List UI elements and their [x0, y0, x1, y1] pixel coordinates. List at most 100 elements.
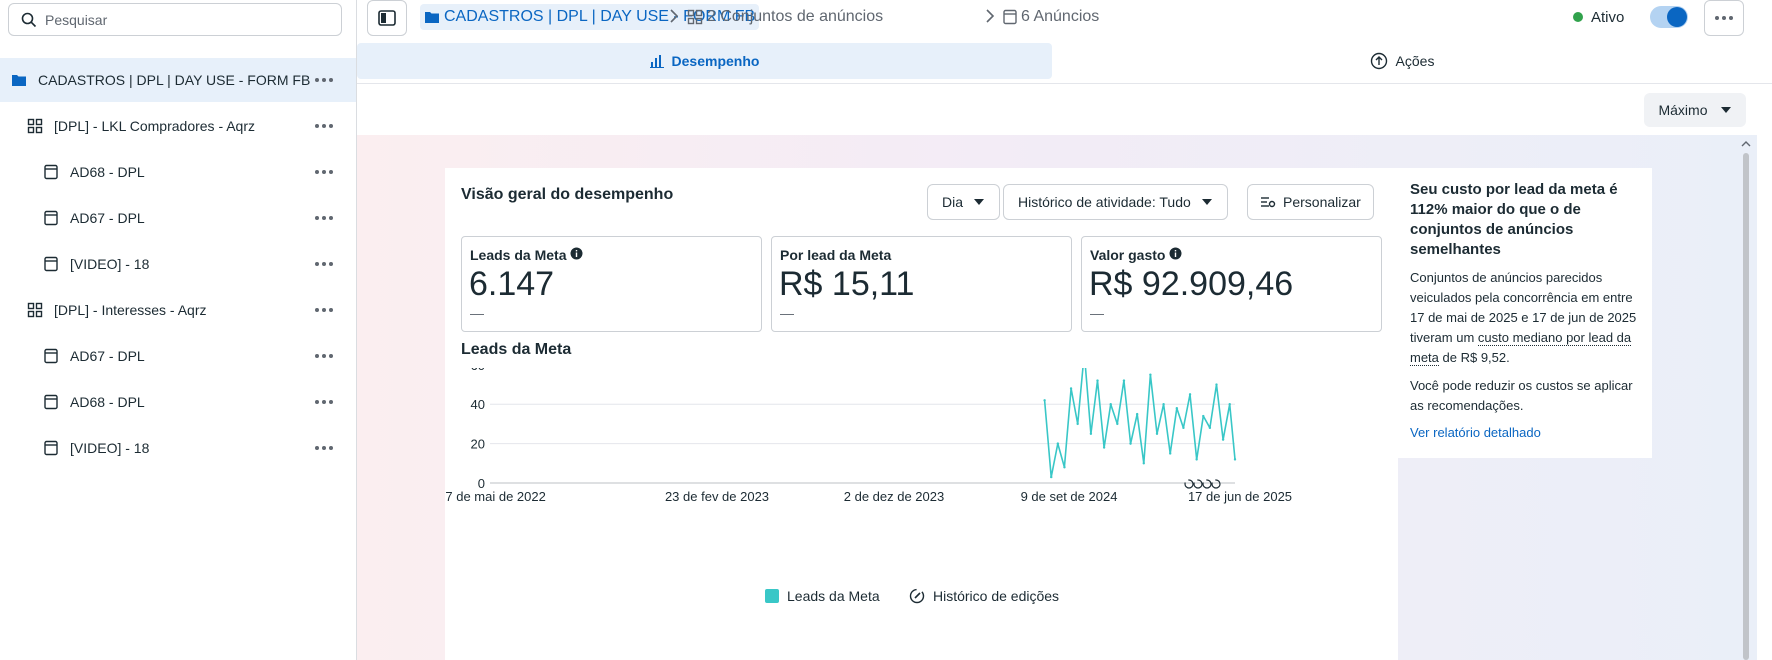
breadcrumb-ads[interactable]: 6 Anúncios	[1003, 4, 1099, 30]
median-cost-term[interactable]: custo mediano por lead da meta	[1410, 330, 1632, 366]
edit-history-icon	[909, 588, 925, 604]
tree-item-campaign[interactable]: CADASTROS | DPL | DAY USE - FORM FB	[0, 58, 356, 102]
search-box[interactable]	[8, 3, 342, 36]
metric-card-leads[interactable]: Leads da Meta 6.147 —	[461, 236, 762, 332]
data-point	[1221, 438, 1225, 441]
breadcrumb-ads-label: 6 Anúncios	[1021, 8, 1100, 25]
data-point	[1109, 403, 1112, 406]
tree-item-ad[interactable]: AD68 - DPL	[0, 150, 356, 194]
more-options-icon[interactable]	[312, 209, 336, 227]
data-point	[1076, 422, 1079, 426]
metric-label: Valor gasto	[1090, 247, 1166, 263]
y-tick-label: 60	[471, 368, 485, 373]
scrollbar[interactable]	[1739, 137, 1753, 660]
metric-value: R$ 15,11	[779, 265, 915, 303]
date-range-label: Máximo	[1658, 102, 1708, 118]
insight-body-text: Conjuntos de anúncios parecidos veiculad…	[1410, 270, 1637, 345]
leads-chart[interactable]: 0 20 40 60 17 de mai de 2022 23 de fev de 202…	[445, 368, 1398, 568]
data-point	[1135, 412, 1139, 416]
metric-value: 6.147	[469, 265, 555, 303]
data-point	[1089, 432, 1093, 435]
breadcrumb-adsets[interactable]: 2 Conjuntos de anúncios	[687, 4, 883, 30]
more-options-icon[interactable]	[312, 347, 336, 365]
tab-performance[interactable]: Desempenho	[357, 43, 1052, 79]
status-toggle[interactable]	[1650, 6, 1688, 28]
more-icon	[1712, 9, 1736, 27]
tree-item-label: [VIDEO] - 18	[70, 256, 150, 272]
folder-icon	[425, 12, 439, 23]
grid-icon	[687, 9, 703, 25]
more-options-icon[interactable]	[312, 71, 336, 89]
x-tick-label: 9 de set de 2024	[1021, 489, 1118, 504]
tree-item-label: AD67 - DPL	[70, 348, 145, 364]
toggle-sidebar-button[interactable]	[367, 0, 407, 36]
more-options-icon[interactable]	[312, 393, 336, 411]
activity-history-dropdown[interactable]: Histórico de atividade: Tudo	[1003, 184, 1228, 220]
insight-body-end: de R$ 9,52.	[1438, 350, 1510, 365]
insight-recommendation: Você pode reduzir os custos se aplicar a…	[1410, 378, 1633, 413]
metric-card-cost-per-lead[interactable]: Por lead da Meta R$ 15,11 —	[771, 236, 1072, 332]
y-tick-label: 40	[471, 397, 485, 412]
info-icon[interactable]	[570, 247, 583, 263]
chart-title: Leads da Meta	[461, 341, 572, 358]
period-dropdown[interactable]: Dia	[927, 184, 1001, 220]
insight-panel: Seu custo por lead da meta é 112% maior …	[1398, 168, 1652, 458]
ad-icon	[42, 347, 60, 365]
insight-title: Seu custo por lead da meta é 112% maior …	[1410, 181, 1618, 258]
data-point	[1195, 458, 1198, 461]
x-tick-label: 17 de mai de 2022	[445, 489, 546, 504]
edit-history-marker	[1193, 479, 1203, 489]
detailed-report-link[interactable]: Ver relatório detalhado	[1410, 425, 1541, 440]
metric-delta: —	[1090, 305, 1104, 321]
legend-swatch	[765, 589, 779, 603]
customize-button[interactable]: Personalizar	[1247, 184, 1374, 220]
legend-leads[interactable]: Leads da Meta	[765, 586, 880, 606]
metric-card-amount-spent[interactable]: Valor gasto R$ 92.909,46 —	[1081, 236, 1382, 332]
more-options-icon[interactable]	[312, 117, 336, 135]
tree-item-ad[interactable]: AD67 - DPL	[0, 196, 356, 240]
data-point	[1149, 373, 1152, 376]
more-options-icon[interactable]	[312, 439, 336, 457]
metric-value: R$ 92.909,46	[1089, 265, 1294, 303]
edit-history-marker	[1184, 479, 1194, 489]
more-options-icon[interactable]	[312, 301, 336, 319]
legend-edit-history[interactable]: Histórico de edições	[909, 586, 1059, 606]
breadcrumb-campaign[interactable]: CADASTROS | DPL | DAY USE - FORM FB	[420, 4, 760, 30]
tree-item-ad[interactable]: [VIDEO] - 18	[0, 426, 356, 470]
search-input[interactable]	[43, 10, 327, 29]
tree-item-label: [DPL] - Interesses - Aqrz	[54, 302, 207, 318]
data-point	[1050, 475, 1053, 479]
tree-item-ad[interactable]: AD67 - DPL	[0, 334, 356, 378]
more-options-icon[interactable]	[312, 255, 336, 273]
breadcrumb-adsets-label: 2 Conjuntos de anúncios	[707, 8, 884, 25]
more-options-icon[interactable]	[312, 163, 336, 181]
data-point	[1043, 399, 1046, 402]
info-icon[interactable]	[1169, 247, 1182, 263]
legend-label: Histórico de edições	[933, 588, 1060, 604]
data-point	[1175, 406, 1179, 410]
ad-icon	[42, 393, 60, 411]
data-point	[1208, 426, 1212, 430]
legend-label: Leads da Meta	[787, 588, 880, 604]
data-point	[1122, 379, 1126, 382]
data-point	[1169, 452, 1172, 455]
sidebar-panel-icon	[378, 10, 396, 26]
tab-actions[interactable]: Ações	[1052, 43, 1752, 79]
status-indicator: Ativo	[1573, 0, 1624, 34]
data-point	[1188, 393, 1192, 396]
edit-history-marker	[1211, 479, 1221, 489]
tree-item-adset[interactable]: [DPL] - LKL Compradores - Aqrz	[0, 104, 356, 148]
tree-item-adset[interactable]: [DPL] - Interesses - Aqrz	[0, 288, 356, 332]
grid-icon	[26, 117, 44, 135]
status-dot	[1573, 12, 1583, 22]
tree-item-ad[interactable]: AD68 - DPL	[0, 380, 356, 424]
activity-history-label: Histórico de atividade: Tudo	[1018, 194, 1191, 210]
tree-item-label: AD68 - DPL	[70, 164, 145, 180]
more-options-button[interactable]	[1704, 0, 1744, 36]
overview-title: Visão geral do desempenho	[461, 186, 674, 203]
data-point	[1063, 466, 1066, 469]
data-point	[1129, 442, 1132, 445]
ad-icon	[1003, 9, 1017, 25]
tree-item-ad[interactable]: [VIDEO] - 18	[0, 242, 356, 286]
date-range-dropdown[interactable]: Máximo	[1644, 93, 1746, 127]
